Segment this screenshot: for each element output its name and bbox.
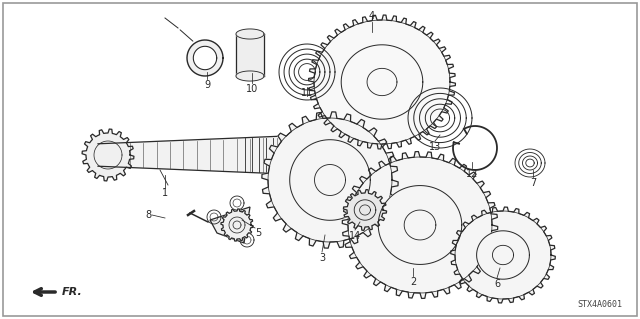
Polygon shape bbox=[342, 152, 498, 298]
Polygon shape bbox=[314, 165, 346, 196]
Polygon shape bbox=[82, 129, 134, 181]
Polygon shape bbox=[492, 245, 513, 265]
Polygon shape bbox=[477, 231, 529, 279]
Text: 9: 9 bbox=[204, 80, 210, 90]
Polygon shape bbox=[451, 207, 556, 303]
Polygon shape bbox=[236, 34, 264, 76]
Polygon shape bbox=[98, 135, 300, 174]
Text: STX4A0601: STX4A0601 bbox=[577, 300, 622, 309]
Polygon shape bbox=[404, 210, 436, 240]
Text: 7: 7 bbox=[530, 178, 536, 188]
Polygon shape bbox=[367, 68, 397, 96]
Polygon shape bbox=[210, 207, 250, 243]
Polygon shape bbox=[236, 29, 264, 39]
Text: 11: 11 bbox=[301, 88, 313, 98]
Text: 13: 13 bbox=[429, 142, 441, 152]
Text: 5: 5 bbox=[255, 228, 261, 238]
Text: 3: 3 bbox=[319, 253, 325, 263]
Text: 10: 10 bbox=[246, 84, 258, 94]
Polygon shape bbox=[236, 71, 264, 81]
Polygon shape bbox=[344, 189, 387, 230]
Polygon shape bbox=[193, 46, 217, 70]
Text: 2: 2 bbox=[410, 277, 416, 287]
Text: 8: 8 bbox=[145, 210, 151, 220]
Text: 6: 6 bbox=[494, 279, 500, 289]
Polygon shape bbox=[187, 40, 223, 76]
Polygon shape bbox=[378, 186, 462, 264]
Polygon shape bbox=[262, 112, 398, 248]
Polygon shape bbox=[308, 15, 456, 149]
Text: 14: 14 bbox=[349, 231, 361, 241]
Text: 12: 12 bbox=[466, 169, 478, 179]
Polygon shape bbox=[290, 140, 371, 220]
Text: 4: 4 bbox=[369, 11, 375, 21]
Text: 1: 1 bbox=[162, 188, 168, 198]
Text: FR.: FR. bbox=[62, 287, 83, 297]
Polygon shape bbox=[221, 209, 253, 241]
Polygon shape bbox=[341, 45, 423, 119]
